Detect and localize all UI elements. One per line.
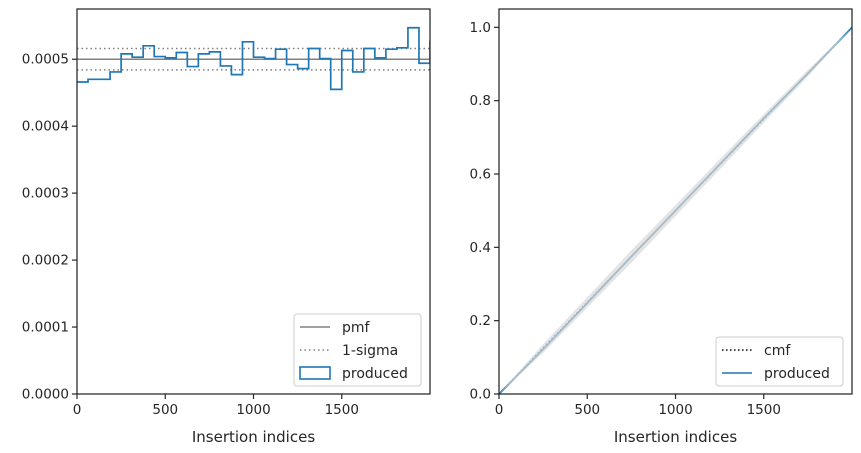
cmf-x-tick-label: 1000 — [658, 402, 692, 418]
cmf-y-tick-label: 1.0 — [470, 20, 491, 36]
cmf-x-axis-label: Insertion indices — [614, 428, 737, 446]
pmf-x-tick-label: 0 — [73, 402, 82, 418]
cmf-x-tick-label: 0 — [495, 402, 504, 418]
pmf-y-axis: 0.0000 0.0001 0.0002 0.0003 0.0004 0.0005 — [22, 52, 77, 403]
cmf-legend: cmf produced — [715, 336, 844, 387]
pmf-legend-label-pmf: pmf — [342, 320, 371, 336]
cmf-y-tick-label: 0.6 — [470, 167, 491, 183]
cmf-x-axis: 0 500 1000 1500 — [495, 394, 781, 418]
produced-step-histogram — [77, 26, 430, 91]
pmf-legend-key-produced — [299, 366, 331, 380]
pmf-x-tick-label: 1000 — [236, 402, 270, 418]
cmf-y-axis: 0.0 0.2 0.4 0.6 0.8 1.0 — [470, 20, 499, 403]
pmf-y-tick-label: 0.0002 — [22, 253, 69, 269]
pmf-legend-box — [293, 313, 422, 387]
pmf-legend: pmf 1-sigma produced — [293, 313, 422, 387]
pmf-x-tick-label: 500 — [152, 402, 178, 418]
pmf-y-tick-label: 0.0001 — [22, 320, 69, 336]
produced-spread-band — [499, 27, 852, 394]
cmf-y-tick-label: 0.8 — [470, 93, 491, 109]
pmf-y-tick-label: 0.0003 — [22, 186, 69, 202]
cmf-legend-label-cmf: cmf — [764, 343, 791, 359]
pmf-legend-label-produced: produced — [342, 366, 408, 382]
pmf-x-axis: 0 500 1000 1500 — [73, 394, 359, 418]
cmf-y-tick-label: 0.2 — [470, 313, 491, 329]
pmf-histogram-panel: 0 500 1000 1500 0.00000.00010.00020.00030.0… — [22, 8, 431, 446]
pmf-marks — [77, 26, 430, 91]
cmf-plot-area — [499, 26, 852, 394]
pmf-plot-area — [77, 26, 430, 91]
pmf-legend-label-1-sigma: 1-sigma — [342, 343, 398, 359]
cmf-x-tick-label: 500 — [574, 402, 600, 418]
cmf-marks — [499, 26, 852, 394]
cmf-panel: 0 500 1000 1500 0.0 0.2 0.4 0.6 0.8 1.0 Insertio… — [470, 8, 853, 446]
cmf-y-tick-label: 0.0 — [470, 387, 491, 403]
pmf-x-tick-label: 1500 — [325, 402, 359, 418]
pmf-y-tick-label: 0.0004 — [22, 119, 69, 135]
pmf-x-axis-label: Insertion indices — [192, 428, 315, 446]
pmf-y-tick-label: 0.0000 — [22, 387, 69, 403]
cmf-legend-label-produced: produced — [764, 366, 830, 382]
pmf-y-tick-label: 0.0005 — [22, 52, 69, 68]
cmf-x-tick-label: 1500 — [747, 402, 781, 418]
cmf-y-tick-label: 0.4 — [470, 240, 491, 256]
